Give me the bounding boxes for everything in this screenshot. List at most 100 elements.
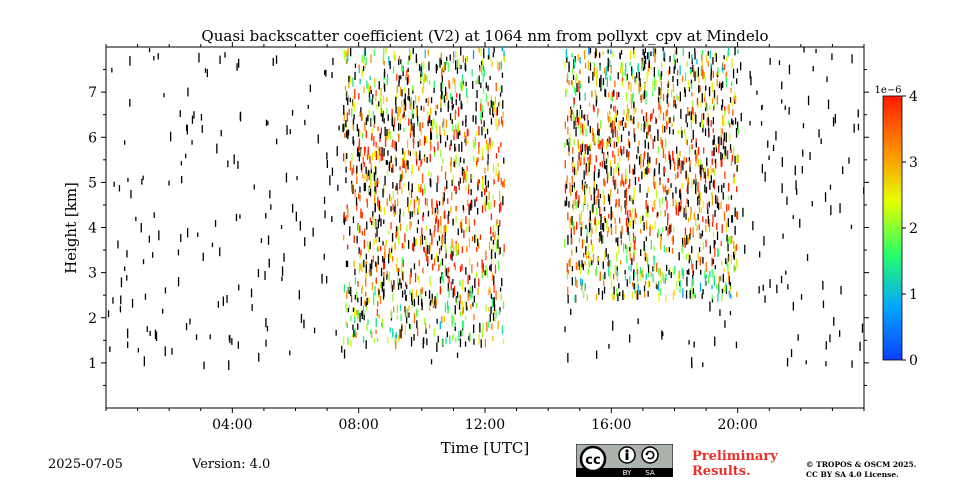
data-pixel xyxy=(628,84,630,90)
data-pixel xyxy=(692,100,694,107)
data-pixel xyxy=(343,49,346,60)
data-pixel xyxy=(454,143,456,152)
data-pixel xyxy=(632,232,635,243)
data-pixel xyxy=(643,222,645,228)
data-pixel xyxy=(702,216,704,222)
data-pixel xyxy=(388,272,390,280)
data-pixel xyxy=(130,190,132,199)
data-pixel xyxy=(629,247,631,252)
data-pixel xyxy=(378,214,381,222)
data-pixel xyxy=(720,160,722,167)
data-pixel xyxy=(702,167,704,173)
data-pixel xyxy=(599,162,601,167)
data-pixel xyxy=(373,338,376,344)
data-pixel xyxy=(565,196,568,206)
data-pixel xyxy=(575,201,577,210)
data-pixel xyxy=(809,152,811,161)
data-pixel xyxy=(693,68,695,78)
data-pixel xyxy=(444,232,446,237)
data-pixel xyxy=(440,82,442,92)
data-pixel xyxy=(373,136,375,147)
data-pixel xyxy=(736,211,739,220)
data-pixel xyxy=(376,262,378,273)
data-pixel xyxy=(594,199,596,205)
data-pixel xyxy=(206,69,208,78)
data-pixel xyxy=(422,339,424,349)
data-pixel xyxy=(763,236,765,246)
data-pixel xyxy=(425,291,427,297)
data-pixel xyxy=(694,161,697,167)
data-pixel xyxy=(832,117,835,127)
data-pixel xyxy=(734,92,736,100)
data-pixel xyxy=(625,169,627,179)
data-pixel xyxy=(476,160,478,165)
data-pixel xyxy=(445,244,447,251)
data-pixel xyxy=(571,184,573,192)
data-pixel xyxy=(413,123,415,130)
data-pixel xyxy=(591,91,593,97)
data-pixel xyxy=(391,142,393,148)
data-pixel xyxy=(496,124,498,131)
data-pixel xyxy=(676,280,678,290)
data-pixel xyxy=(455,246,458,257)
data-pixel xyxy=(673,157,675,164)
data-pixel xyxy=(198,52,200,63)
data-pixel xyxy=(617,162,619,169)
data-pixel xyxy=(107,310,110,318)
data-pixel xyxy=(430,141,432,151)
data-pixel xyxy=(351,107,353,118)
data-pixel xyxy=(495,117,497,127)
data-pixel xyxy=(503,178,505,188)
data-pixel xyxy=(396,93,398,100)
data-pixel xyxy=(430,179,432,188)
data-pixel xyxy=(768,155,770,161)
data-pixel xyxy=(272,57,274,66)
data-pixel xyxy=(650,239,652,250)
data-pixel xyxy=(633,169,635,175)
data-pixel xyxy=(408,96,411,102)
data-pixel xyxy=(484,339,486,348)
data-pixel xyxy=(657,146,659,154)
data-pixel xyxy=(485,82,487,89)
data-pixel xyxy=(289,350,291,356)
data-pixel xyxy=(404,101,407,111)
data-pixel xyxy=(628,151,630,157)
data-pixel xyxy=(444,210,446,219)
data-pixel xyxy=(386,274,388,280)
data-pixel xyxy=(660,105,662,114)
data-pixel xyxy=(492,163,495,174)
data-pixel xyxy=(403,99,405,105)
data-pixel xyxy=(490,200,492,209)
data-pixel xyxy=(713,135,715,145)
data-pixel xyxy=(589,62,592,71)
data-pixel xyxy=(345,302,347,313)
data-pixel xyxy=(397,226,399,237)
data-pixel xyxy=(670,271,672,279)
data-pixel xyxy=(438,248,441,255)
data-pixel xyxy=(734,99,736,104)
data-pixel xyxy=(499,191,501,201)
data-pixel xyxy=(369,217,371,223)
data-pixel xyxy=(654,182,656,189)
data-pixel xyxy=(625,92,628,101)
data-pixel xyxy=(440,98,442,109)
data-pixel xyxy=(712,180,715,188)
data-pixel xyxy=(569,108,572,116)
data-pixel xyxy=(633,102,635,110)
data-pixel xyxy=(346,91,348,98)
data-pixel xyxy=(645,199,647,210)
data-pixel xyxy=(360,296,362,306)
data-pixel xyxy=(365,278,367,287)
data-pixel xyxy=(374,115,376,124)
data-pixel xyxy=(444,302,447,313)
data-pixel xyxy=(667,102,669,108)
data-pixel xyxy=(168,180,170,186)
data-pixel xyxy=(313,327,316,334)
data-pixel xyxy=(658,167,660,175)
data-pixel xyxy=(418,260,420,267)
data-pixel xyxy=(728,134,731,143)
data-pixel xyxy=(472,302,474,307)
data-pixel xyxy=(722,192,724,200)
data-pixel xyxy=(392,164,394,173)
data-pixel xyxy=(481,205,484,214)
